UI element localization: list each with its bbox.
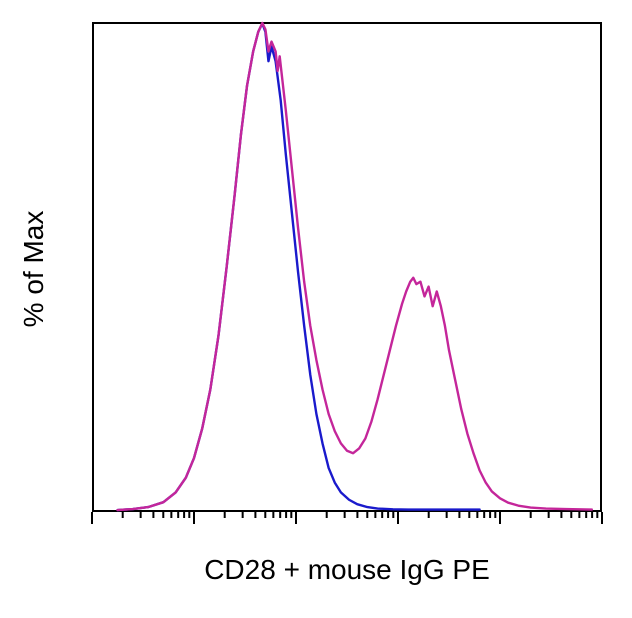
y-axis-label: % of Max — [18, 24, 50, 514]
figure: % of Max CD28 + mouse IgG PE — [0, 0, 632, 618]
x-axis-label: CD28 + mouse IgG PE — [92, 554, 602, 586]
plot-area — [92, 22, 602, 512]
